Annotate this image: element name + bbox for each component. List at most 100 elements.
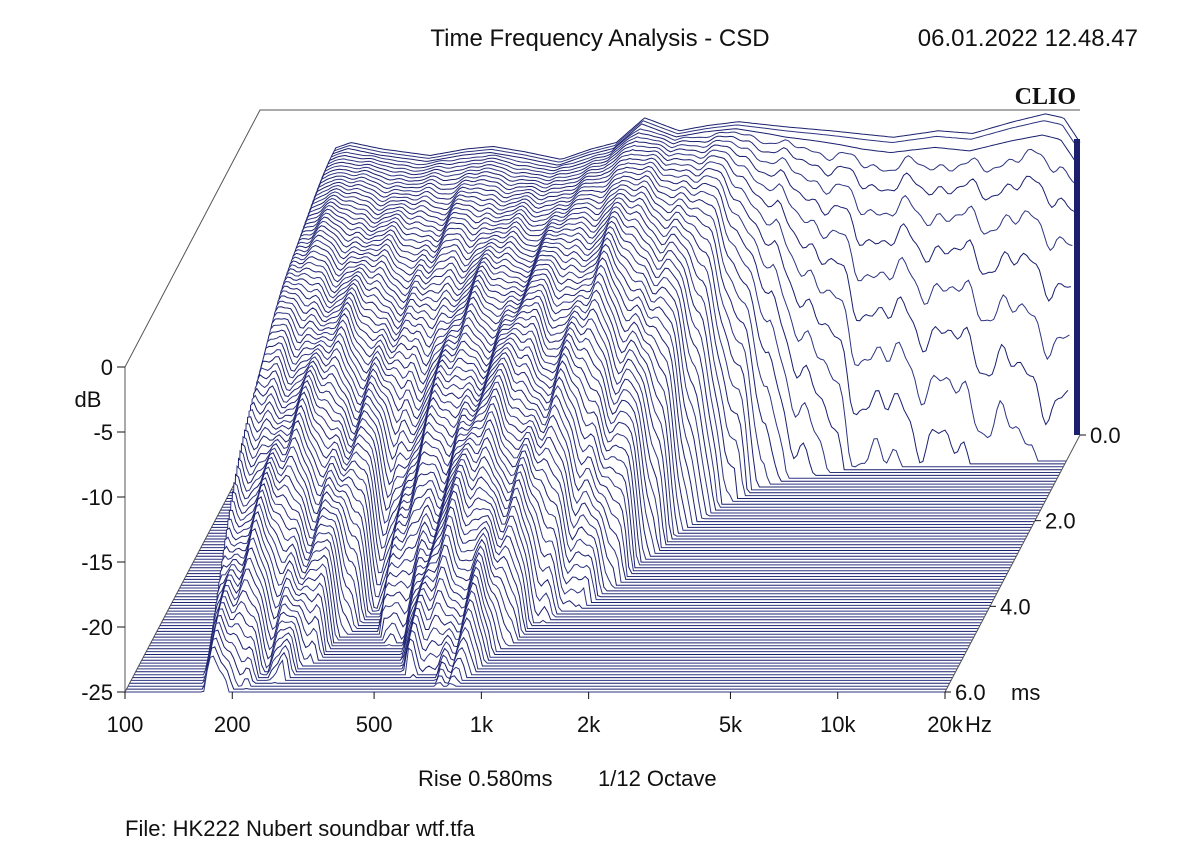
slice-trace: [244, 157, 1065, 465]
slice-trace: [126, 646, 947, 690]
slice-trace: [190, 342, 1011, 569]
slice-trace: [125, 655, 945, 693]
slice-trace: [164, 456, 985, 618]
slice-trace: [247, 149, 1069, 459]
slice-trace: [231, 197, 1052, 491]
axes: 0 -5 -10 -15 -20 -25 100 200 500 1k 2k 5k 10k 20k Hz 0.…: [81, 355, 1120, 737]
z-axis-line: [944, 434, 1081, 693]
slice-trace: [179, 385, 1000, 589]
x-tick-label: 1k: [470, 712, 494, 737]
slice-trace: [203, 290, 1024, 543]
side-wall: [1074, 138, 1080, 436]
slice-trace: [243, 161, 1064, 468]
y-axis-label: dB: [75, 387, 102, 412]
slice-trace: [158, 477, 979, 629]
slice-trace: [206, 280, 1027, 537]
right-wall-fill: [1074, 138, 1080, 436]
slice-trace: [146, 537, 967, 653]
slice-trace: [200, 300, 1021, 549]
slice-trace: [217, 243, 1038, 517]
slice-trace: [260, 113, 1081, 436]
slice-trace: [188, 349, 1009, 572]
slice-trace: [213, 262, 1033, 525]
z-tick-label: 4.0: [1000, 594, 1031, 619]
slice-fill: [178, 392, 999, 591]
slice-trace: [235, 184, 1056, 482]
slice-trace: [258, 120, 1079, 439]
slice-trace: [222, 226, 1043, 508]
file-label: File: HK222 Nubert soundbar wtf.tfa: [125, 816, 475, 841]
slice-trace: [135, 602, 956, 673]
slice-trace: [178, 391, 999, 592]
slice-trace: [140, 579, 961, 664]
slice-trace: [182, 374, 1003, 583]
slice-trace: [129, 629, 950, 684]
slice-trace: [131, 622, 952, 681]
slice-trace: [211, 267, 1032, 528]
x-tick-label: 10k: [820, 712, 856, 737]
y-tick-label: 0: [101, 355, 113, 380]
slice-trace: [234, 188, 1055, 485]
slice-trace: [184, 369, 1005, 580]
resolution-label: 1/12 Octave: [598, 766, 717, 791]
slice-trace: [162, 461, 983, 621]
slice-trace: [209, 272, 1030, 531]
y-tick-label: -5: [93, 420, 113, 445]
slice-trace: [219, 237, 1039, 514]
slice-trace: [249, 144, 1070, 456]
slice-trace: [172, 420, 992, 603]
slice-trace: [226, 210, 1047, 499]
slice-trace: [176, 398, 997, 595]
y-tick-label: -20: [81, 615, 113, 640]
slice-trace: [232, 192, 1053, 488]
slice-trace: [149, 519, 970, 647]
slice-trace: [170, 428, 991, 606]
slice-trace: [196, 318, 1017, 557]
slice-trace: [199, 306, 1020, 551]
slice-trace: [152, 503, 973, 641]
slice-trace: [150, 510, 971, 644]
x-axis-unit: Hz: [965, 712, 992, 737]
slice-trace: [185, 363, 1006, 577]
x-tick-label: 2k: [577, 712, 601, 737]
slice-trace: [155, 489, 976, 635]
slice-trace: [246, 153, 1067, 462]
slice-trace: [197, 312, 1018, 554]
x-tick-label: 100: [107, 712, 144, 737]
slice-trace: [156, 482, 977, 632]
timestamp: 06.01.2022 12.48.47: [918, 25, 1138, 52]
slice-trace: [240, 170, 1061, 473]
y-tick-label: -15: [81, 550, 113, 575]
slice-trace: [147, 528, 968, 650]
slice-fill: [125, 656, 945, 692]
slice-trace: [181, 379, 1002, 586]
slice-trace: [252, 136, 1073, 450]
slice-trace: [255, 128, 1076, 445]
frame-top-edge: [124, 109, 1080, 368]
slice-trace: [257, 123, 1078, 442]
slice-trace: [132, 614, 953, 679]
rise-label: Rise 0.580ms: [418, 766, 553, 791]
slice-trace: [241, 165, 1062, 471]
slice-trace: [128, 637, 948, 687]
slice-trace: [169, 437, 989, 609]
x-tick-label: 500: [356, 712, 393, 737]
slice-trace: [153, 495, 974, 638]
z-tick-label: 6.0: [955, 680, 986, 705]
slice-trace: [138, 589, 959, 667]
slice-trace: [166, 452, 986, 615]
slice-trace: [141, 568, 962, 661]
slice-trace: [137, 596, 958, 670]
slice-trace: [253, 132, 1075, 448]
slice-trace: [220, 231, 1041, 511]
decay-slices: [125, 113, 1081, 693]
slice-trace: [237, 179, 1058, 479]
slice-trace: [193, 329, 1014, 563]
slice-trace: [143, 557, 964, 658]
slice-trace: [225, 215, 1046, 502]
z-tick-label: 2.0: [1045, 509, 1076, 534]
slice-trace: [216, 250, 1036, 520]
slice-trace: [205, 285, 1026, 540]
slice-trace: [238, 175, 1059, 476]
slice-trace: [134, 608, 955, 676]
